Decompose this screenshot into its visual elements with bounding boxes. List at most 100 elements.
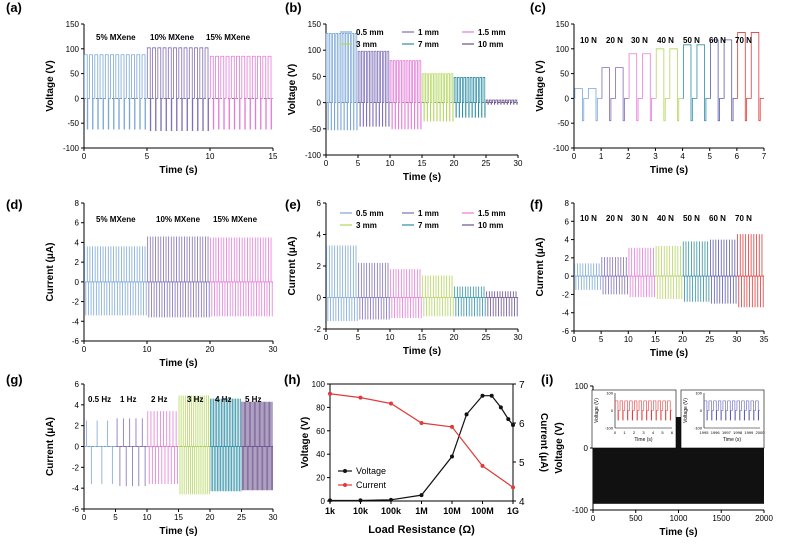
inset-x-tick-label: 0 [614, 430, 617, 435]
x-tick-label: 10M [443, 506, 461, 516]
series-line-50-N [682, 44, 710, 122]
legend-label: 0.5 mm [356, 28, 384, 37]
x-tick-label: 6 [735, 152, 740, 161]
legend-label: 30 N [631, 36, 648, 45]
legend-label: 1.5 mm [478, 28, 506, 37]
y-tick-label: 100 [312, 380, 326, 389]
legend-label: Voltage [356, 466, 386, 476]
panel-c: (c) 0 1 2 3 4 5 6 7 -100 -50 0 50 100 150 Time (s) Volta… [530, 0, 767, 176]
y-tick-label: 4 [565, 236, 570, 245]
series-line-30-N [628, 247, 656, 298]
y-tick-label: 0 [317, 294, 322, 303]
inset-y-axis-title: Voltage (V) [683, 398, 689, 423]
y-axis-title: Current (μA) [535, 238, 546, 297]
x-tick-label: 20 [206, 345, 215, 354]
legend-label: 5% MXene [96, 33, 136, 42]
data-point-current [358, 395, 363, 400]
x-tick-label: 10 [143, 345, 152, 354]
series-line-3-mm [421, 73, 454, 122]
legend-label: 10 mm [478, 40, 503, 49]
y-axis-title: Voltage (V) [287, 64, 298, 115]
data-point-voltage [480, 393, 485, 398]
legend-label: 10 mm [478, 221, 503, 230]
y-tick-label: -100 [553, 144, 570, 153]
inset-y-tick-label: -100 [694, 426, 703, 431]
panel-f: (f) 0 5 10 15 20 25 30 35 -6 -4 -2 0 2 4 6 8 Time (s) Curr… [530, 197, 769, 359]
inset-x-tick-label: 2 [633, 430, 636, 435]
series-line-5-Hz [241, 401, 274, 491]
legend-marker [343, 469, 347, 473]
data-point-current [328, 391, 332, 396]
y-tick-label: -4 [72, 484, 80, 493]
legend-label: 10% MXene [156, 215, 201, 224]
x-tick-label: 20 [678, 335, 687, 344]
legend-label: 2 Hz [151, 395, 167, 404]
x-tick-label: 10 [386, 333, 395, 342]
panel-label: (d) [6, 197, 23, 212]
data-point-voltage [450, 454, 454, 459]
data-point-voltage [506, 417, 511, 422]
x-tick-label: 0 [572, 152, 577, 161]
panel-label: (g) [6, 372, 23, 387]
series-line-15-MXene [210, 237, 273, 317]
x-tick-label: 25 [482, 333, 491, 342]
y-tick-label: -50 [309, 125, 321, 134]
x-tick-label: 5 [113, 513, 118, 522]
legend-label: 40 N [657, 36, 674, 45]
data-point-voltage [419, 493, 424, 498]
inset-x-tick-label: 1995 [700, 430, 710, 435]
series-line-i-inset-1 [614, 400, 672, 421]
x-tick-label: 5 [145, 152, 150, 161]
x-tick-label: 25 [705, 335, 714, 344]
y-tick-label: -2 [72, 298, 80, 307]
y-tick-label: 150 [308, 20, 322, 29]
y-tick-label: 0 [75, 94, 80, 103]
legend-label: 70 N [735, 214, 752, 223]
inset-y-tick-label: 100 [695, 391, 702, 396]
series-line-0-5-mm [326, 245, 358, 322]
y-tick-label: 0 [317, 99, 322, 108]
legend-label: 50 N [683, 36, 700, 45]
data-point-voltage [498, 405, 503, 410]
y-tick-label: 50 [312, 72, 321, 81]
legend-label: Current [356, 480, 387, 490]
y-tick-label: 150 [66, 20, 80, 29]
y-tick-label: 6 [317, 199, 322, 208]
legend-label: 10 N [580, 214, 597, 223]
y-axis-title: Current (μA) [45, 243, 56, 302]
panel-h: (h) 1k 10k 100k 1M 10M 100M 1G 0 20 40 60 80 100 4 5 6 7 L… [284, 372, 549, 536]
y-tick-label: -100 [63, 144, 80, 153]
data-point-voltage [389, 497, 393, 502]
y-tick-label: -2 [562, 290, 570, 299]
x-tick-label: 0 [591, 514, 596, 523]
x-tick-label: 100k [381, 506, 402, 516]
y-axis-title: Current (μA) [287, 237, 298, 296]
y2-tick-label: 5 [519, 458, 525, 469]
x-tick-label: 30 [514, 333, 523, 342]
x-tick-label: 30 [514, 159, 523, 168]
inset-x-tick-label: 4 [652, 430, 655, 435]
y-axis-title: Voltage (V) [300, 417, 311, 468]
data-point-voltage [464, 412, 469, 417]
legend-label: 60 N [709, 36, 726, 45]
inset-y-tick-label: 100 [606, 391, 613, 396]
x-tick-label: 15 [651, 335, 660, 344]
panel-g: (g) 0 5 10 15 20 25 30 -6 -4 -2 0 2 4 6 Time (s) Current… [6, 372, 278, 537]
x-tick-label: 10 [206, 152, 215, 161]
x-tick-label: 500 [629, 514, 643, 523]
data-point-current [389, 401, 393, 406]
inset-frame [680, 389, 765, 449]
x-tick-label: 30 [269, 513, 278, 522]
inset-x-tick-label: 1 [623, 430, 626, 435]
panel-b: (b) 0 5 10 15 20 25 30 -100 -50 0 50 100 150 Time (s) V… [285, 0, 523, 183]
inset-x-tick-label: 1999 [744, 430, 754, 435]
legend-label: 10% MXene [150, 33, 195, 42]
x-tick-label: 3 [653, 152, 658, 161]
y-tick-label: 60 [316, 427, 325, 436]
legend-marker [343, 483, 347, 487]
x-axis-title: Time (s) [159, 165, 197, 176]
series-line-10-N [574, 263, 602, 290]
inset-x-tick-label: 6 [671, 430, 674, 435]
